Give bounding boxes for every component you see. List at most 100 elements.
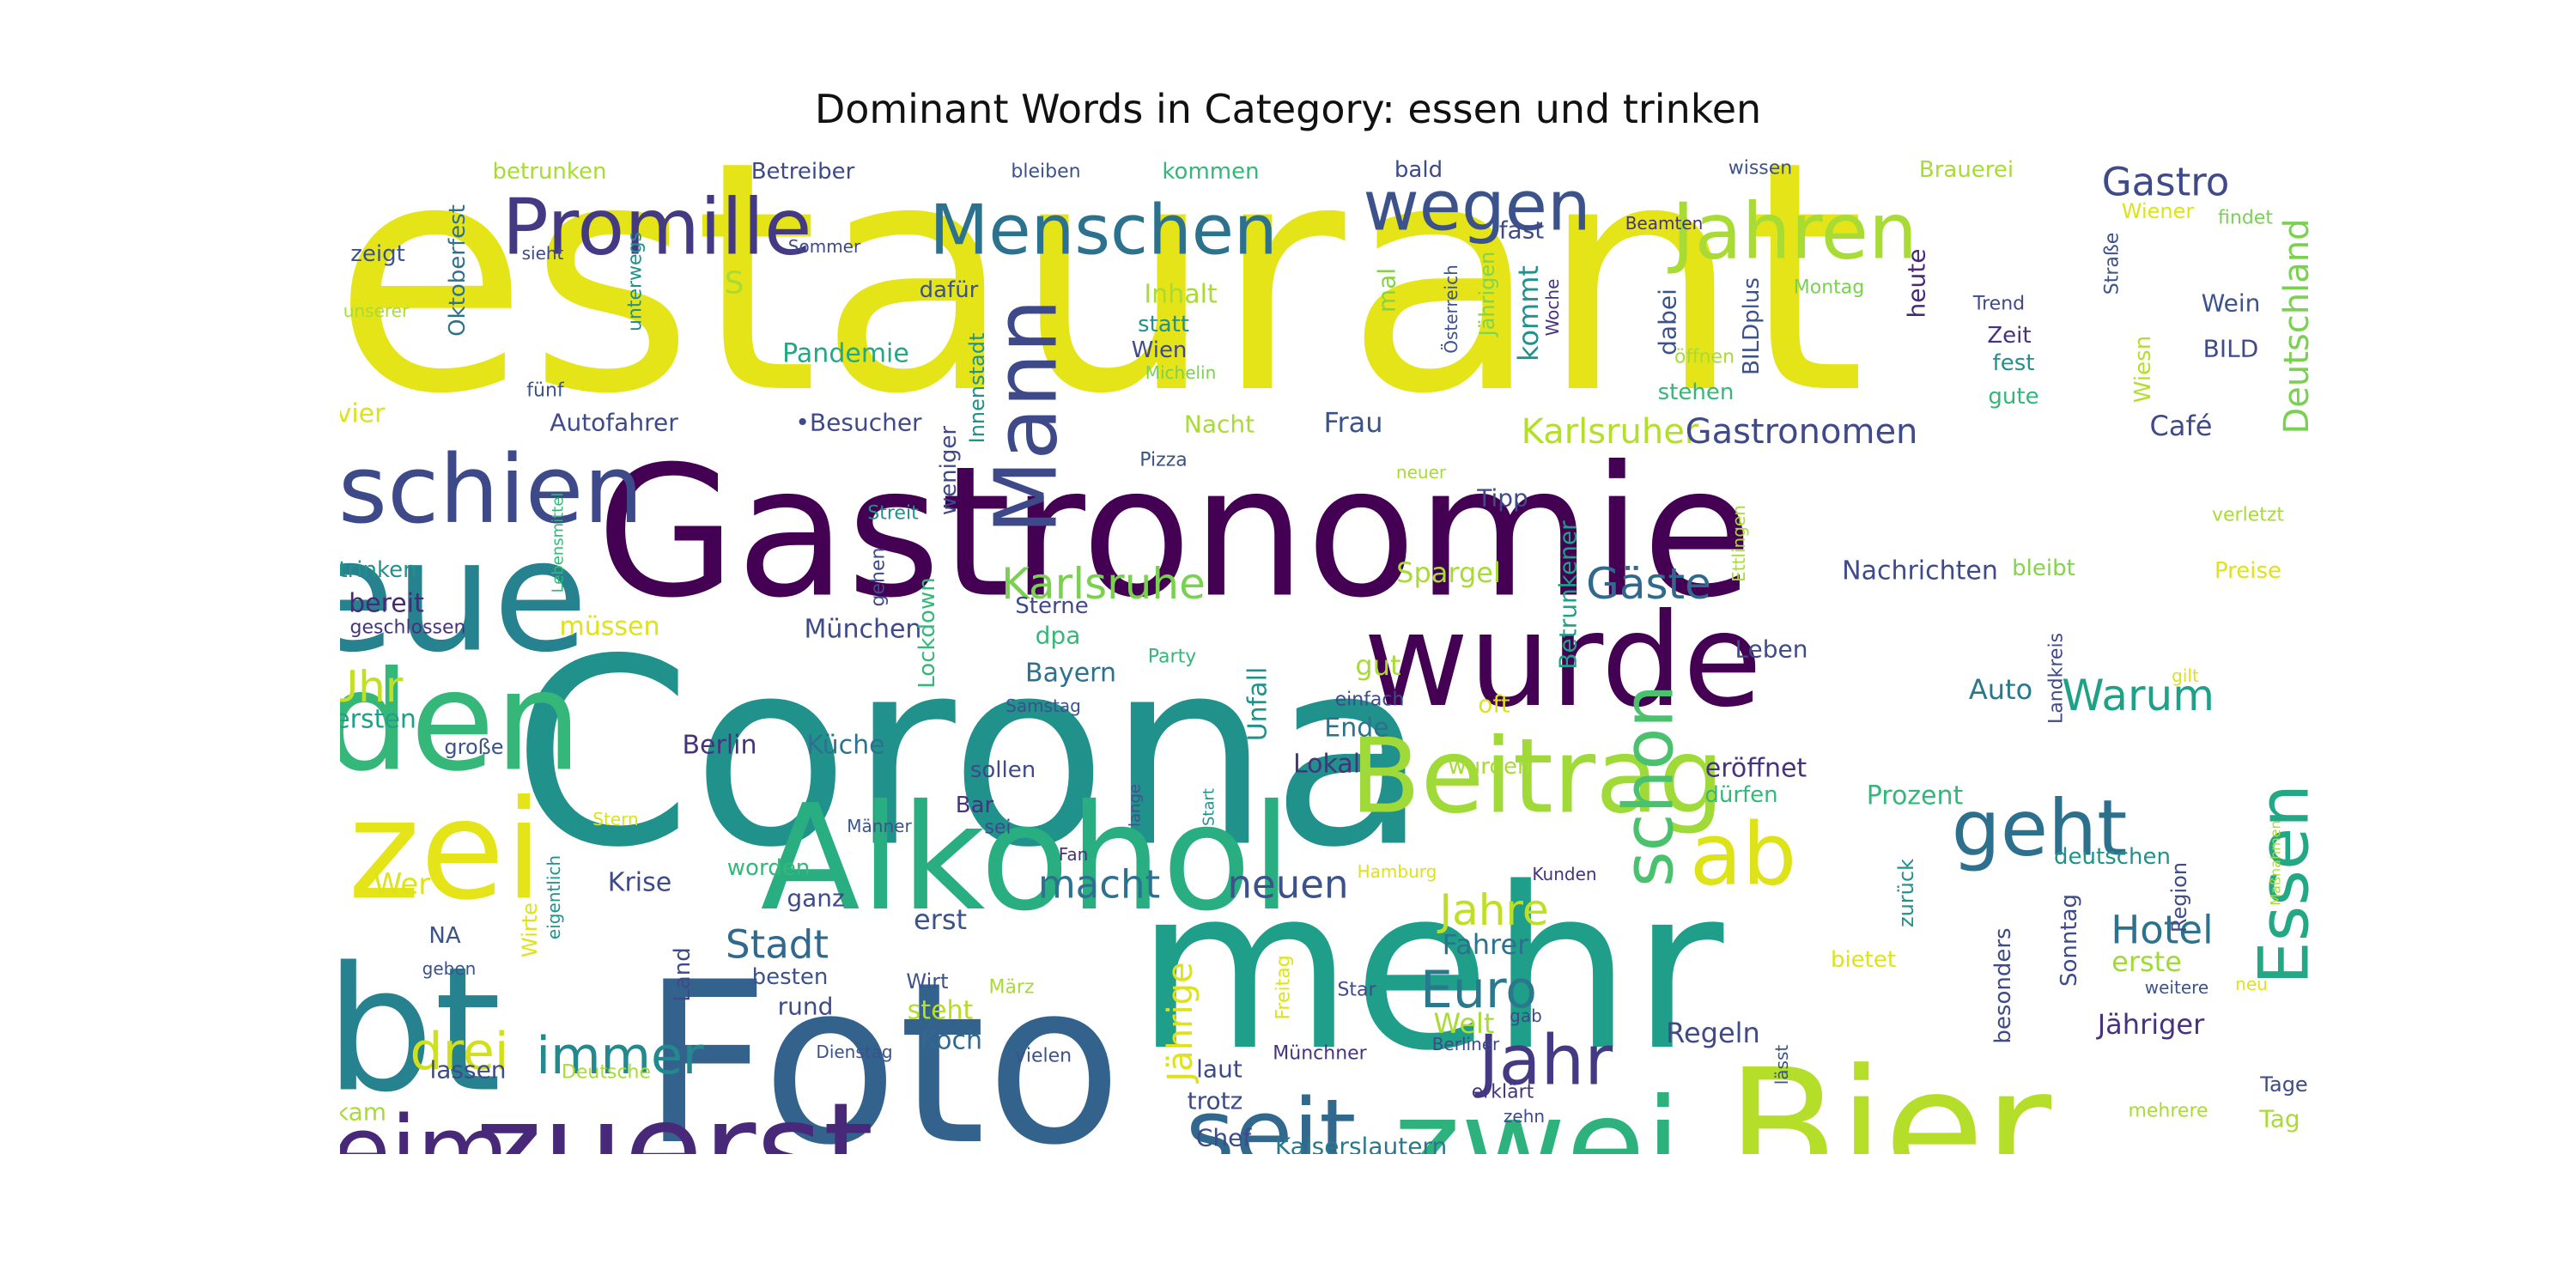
word-hotel: Hotel [2111,908,2213,953]
word-brauerei: Brauerei [1919,158,2014,183]
word-beim: beim [340,1096,509,1154]
word-prozent: Prozent [1867,781,1964,811]
word-preise: Preise [2215,558,2281,584]
word-beamten: Beamten [1625,213,1704,234]
word-gut: gut [1355,649,1400,682]
word-heute: heute [1903,249,1931,319]
word-worden: worden [727,855,810,881]
word-sonntag: Sonntag [2057,894,2082,987]
word-menschen: Menschen [929,191,1277,270]
word-besonders: besonders [1990,927,2016,1043]
word-welt: Welt [1434,1007,1495,1040]
word-dürfen: dürfen [1704,782,1777,808]
word-wien: Wien [1132,337,1188,363]
word-rund: rund [778,993,834,1021]
word-jährigen: Jährigen [1475,252,1499,338]
word-s: S [725,266,744,301]
word-weniger: weniger [936,426,962,515]
word-nachrichten: Nachrichten [1842,556,1998,586]
word-ende: Ende [1324,714,1388,744]
word-fast: fast [1499,216,1545,245]
word-woche: Woche [1542,279,1563,337]
word-wein: Wein [2202,289,2261,318]
word-ersten: ersten [340,705,416,735]
word-trinken: trinken [340,557,417,583]
word-jährige: Jährige [1161,962,1200,1084]
word-nacht: Nacht [1184,410,1255,439]
word-verletzt: verletzt [2212,505,2284,526]
word-star: Star [1337,980,1376,1001]
word-zuerst: zuerst [475,1076,874,1154]
word-macht: macht [1038,862,1160,908]
word-start: Start [1200,788,1218,826]
word-frau: Frau [1323,406,1382,439]
word-küche: Küche [806,731,884,761]
word-jahr: Jahr [1474,1021,1613,1101]
figure-title: Dominant Words in Category: essen und tr… [814,86,1762,132]
word-erklärt: erklärt [1472,1082,1534,1103]
word-gastronomie: Gastronomie [596,428,1753,638]
word-berliner: Berliner [1432,1034,1500,1054]
word-müssen: müssen [560,612,660,642]
word-mal: mal [1373,268,1401,313]
word-kam: kam [340,1098,386,1127]
word-stern: Stern [592,809,638,829]
word-große: große [444,735,503,759]
word-kunden: Kunden [1532,864,1596,884]
word-bildplus: BILDplus [1739,277,1765,375]
word-lange: lange [1127,784,1145,827]
word-erste: erste [2111,945,2182,978]
word-restaurant: Restaurant [340,158,1866,464]
word-wegen: wegen [1363,167,1590,246]
word-jahre: Jahre [1437,885,1548,935]
word-auto: Auto [1969,673,2032,706]
word-fan: Fan [1059,844,1089,865]
word-dafür: dafür [920,277,979,303]
word-dienstag: Dienstag [816,1042,892,1062]
word-dpa: dpa [1036,622,1081,650]
word-gastro: Gastro [2102,160,2230,205]
word-kaiserslautern: Kaiserslautern [1275,1133,1447,1155]
word-besten: besten [752,964,829,990]
word-stehen: stehen [1658,380,1735,405]
word-gäste: Gäste [1586,559,1711,609]
word-mehrere: mehrere [2128,1101,2208,1122]
word-unterwegs: unterwegs [625,232,647,331]
word-fahrer: Fahrer [1443,928,1530,961]
word-neu: neu [2235,974,2268,994]
word-zwei: zwei [1393,1072,1680,1154]
word-corona: Corona [512,605,1428,904]
word-region: Region [2167,862,2191,933]
word-wer: Wer [374,867,431,902]
word-schon: schon [1609,684,1689,887]
word-krise: Krise [608,868,671,898]
word-gibt: gibt [340,931,501,1131]
word-pandemie: Pandemie [782,339,909,369]
word-warum: Warum [2062,671,2215,720]
word-geht: geht [1952,784,2128,874]
word-essen: Essen [2245,784,2324,985]
word-bleiben: bleiben [1011,161,1080,183]
word-inhalt: Inhalt [1144,280,1218,310]
word-gab: gab [1510,1005,1542,1026]
word-steht: steht [908,996,974,1026]
word-streit: Streit [867,503,919,525]
word-märz: März [988,977,1034,999]
word-wissen: wissen [1728,158,1793,179]
word-sommer: Sommer [788,236,861,257]
word-deutschland: Deutschland [2277,219,2317,434]
word-stadt: Stadt [726,922,829,968]
word-alkohol: Alkohol [761,774,1292,944]
word-bietet: bietet [1831,947,1896,973]
word-lebensmittel: Lebensmittel [550,493,568,593]
word-tage: Tage [2259,1072,2307,1097]
word-männer: Männer [847,816,912,836]
word-ganz: ganz [787,884,844,913]
word-karlsruher: Karlsruher [1522,412,1699,452]
word-drei: drei [410,1022,508,1082]
word-deutsche: Deutsche [562,1062,651,1084]
word-party: Party [1148,647,1196,668]
word-findet: findet [2218,208,2273,229]
word-weitere: weitere [2145,977,2208,998]
word-euro: Euro [1420,960,1537,1020]
